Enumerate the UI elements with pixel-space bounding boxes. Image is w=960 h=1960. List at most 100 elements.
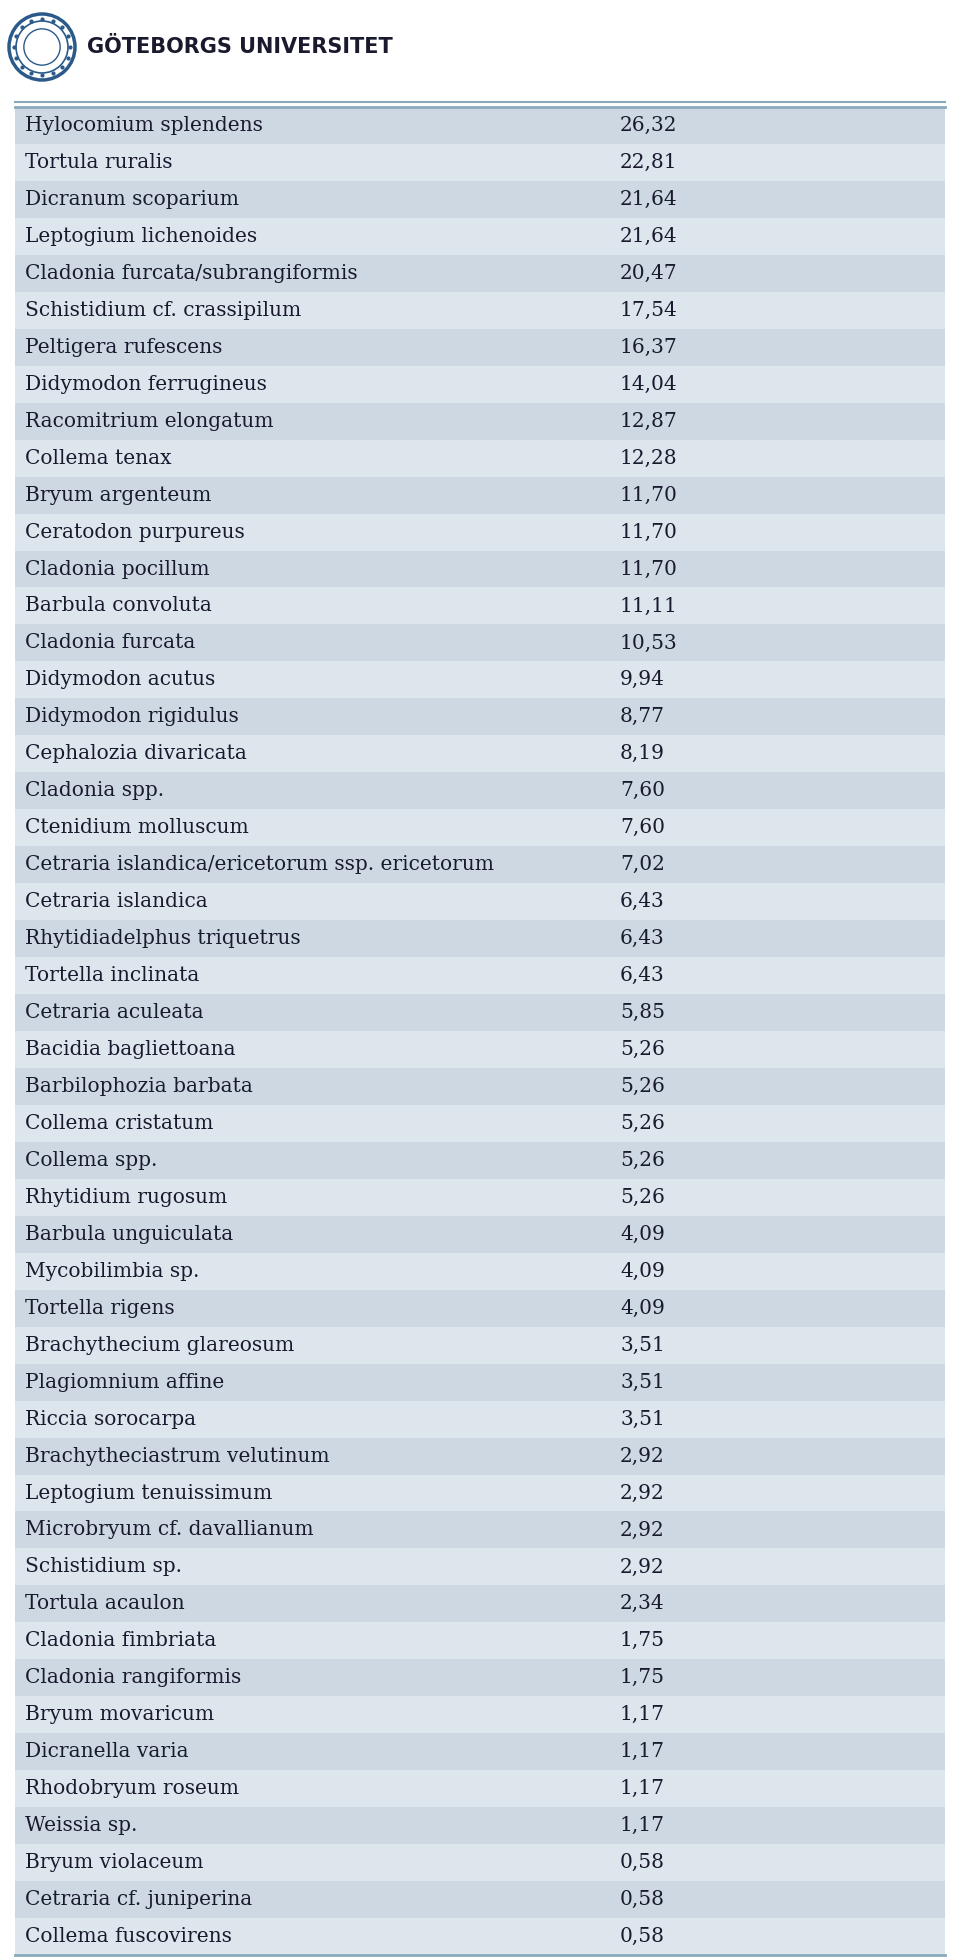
Bar [15, 919, 945, 956]
Text: 3,51: 3,51 [620, 1335, 665, 1354]
Text: 21,64: 21,64 [620, 227, 678, 245]
Text: 8,19: 8,19 [620, 745, 665, 762]
Bar [15, 367, 945, 402]
Bar [15, 772, 945, 809]
Bar [15, 1623, 945, 1660]
Bar [15, 218, 945, 255]
Text: 1,17: 1,17 [620, 1817, 665, 1835]
Bar [15, 1031, 945, 1068]
Text: 11,70: 11,70 [620, 486, 678, 504]
Text: 0,58: 0,58 [620, 1852, 665, 1872]
Text: 17,54: 17,54 [620, 300, 678, 319]
Bar [15, 1548, 945, 1586]
Bar [15, 1437, 945, 1474]
Text: Leptogium tenuissimum: Leptogium tenuissimum [25, 1484, 273, 1503]
Text: Leptogium lichenoides: Leptogium lichenoides [25, 227, 257, 245]
Text: Dicranum scoparium: Dicranum scoparium [25, 190, 239, 210]
Text: Rhodobryum roseum: Rhodobryum roseum [25, 1780, 239, 1797]
Text: 5,26: 5,26 [620, 1151, 665, 1170]
Text: 3,51: 3,51 [620, 1409, 665, 1429]
Bar [15, 1364, 945, 1401]
Bar [15, 809, 945, 847]
Text: 1,17: 1,17 [620, 1780, 665, 1797]
Bar [15, 1143, 945, 1178]
Text: 11,11: 11,11 [620, 596, 678, 615]
Text: Peltigera rufescens: Peltigera rufescens [25, 337, 223, 357]
Text: Bryum argenteum: Bryum argenteum [25, 486, 211, 504]
Text: Cladonia furcata/subrangiformis: Cladonia furcata/subrangiformis [25, 265, 358, 282]
Text: Racomitrium elongatum: Racomitrium elongatum [25, 412, 274, 431]
Bar [15, 551, 945, 588]
Bar [15, 1511, 945, 1548]
Bar [15, 1178, 945, 1215]
Text: 2,34: 2,34 [620, 1593, 664, 1613]
Bar [15, 255, 945, 292]
Bar [15, 329, 945, 367]
Text: 21,64: 21,64 [620, 190, 678, 210]
Bar [15, 1290, 945, 1327]
Bar [15, 514, 945, 551]
Text: 1,75: 1,75 [620, 1631, 665, 1650]
Text: Cladonia rangiformis: Cladonia rangiformis [25, 1668, 241, 1688]
Text: Brachytheciastrum velutinum: Brachytheciastrum velutinum [25, 1446, 329, 1466]
Text: 5,26: 5,26 [620, 1076, 665, 1096]
Bar [15, 625, 945, 661]
Text: 7,60: 7,60 [620, 782, 665, 800]
Bar [15, 1215, 945, 1252]
Text: 4,09: 4,09 [620, 1299, 665, 1317]
Text: 8,77: 8,77 [620, 708, 665, 727]
Text: 0,58: 0,58 [620, 1927, 665, 1946]
Bar [15, 108, 945, 143]
Bar [15, 1660, 945, 1695]
Text: Schistidium cf. crassipilum: Schistidium cf. crassipilum [25, 300, 301, 319]
Text: Cetraria cf. juniperina: Cetraria cf. juniperina [25, 1889, 252, 1909]
Text: 12,87: 12,87 [620, 412, 678, 431]
Bar [15, 588, 945, 625]
Bar [15, 1844, 945, 1882]
Text: 6,43: 6,43 [620, 966, 664, 986]
Text: 26,32: 26,32 [620, 116, 678, 135]
Text: Mycobilimbia sp.: Mycobilimbia sp. [25, 1262, 200, 1280]
Text: Ctenidium molluscum: Ctenidium molluscum [25, 817, 249, 837]
Bar [15, 1105, 945, 1143]
Bar [15, 292, 945, 329]
Text: Cetraria aculeata: Cetraria aculeata [25, 1004, 204, 1021]
Bar [15, 1733, 945, 1770]
Bar [15, 735, 945, 772]
Bar [15, 1327, 945, 1364]
Text: Riccia sorocarpa: Riccia sorocarpa [25, 1409, 196, 1429]
Bar [15, 1770, 945, 1807]
Text: Cladonia fimbriata: Cladonia fimbriata [25, 1631, 216, 1650]
Text: Plagiomnium affine: Plagiomnium affine [25, 1372, 225, 1392]
Text: Schistidium sp.: Schistidium sp. [25, 1558, 182, 1576]
Text: 7,02: 7,02 [620, 855, 665, 874]
Text: 5,26: 5,26 [620, 1113, 665, 1133]
Bar [15, 1807, 945, 1844]
Text: Cetraria islandica: Cetraria islandica [25, 892, 207, 911]
Text: Tortula ruralis: Tortula ruralis [25, 153, 173, 172]
Text: 3,51: 3,51 [620, 1372, 665, 1392]
Text: Cetraria islandica/ericetorum ssp. ericetorum: Cetraria islandica/ericetorum ssp. erice… [25, 855, 494, 874]
Bar [15, 402, 945, 439]
Text: Collema spp.: Collema spp. [25, 1151, 157, 1170]
Text: 0,58: 0,58 [620, 1889, 665, 1909]
Text: 16,37: 16,37 [620, 337, 678, 357]
Text: 11,70: 11,70 [620, 523, 678, 541]
Text: Bacidia bagliettoana: Bacidia bagliettoana [25, 1041, 235, 1058]
Text: Collema tenax: Collema tenax [25, 449, 172, 468]
Text: Tortula acaulon: Tortula acaulon [25, 1593, 184, 1613]
Bar [15, 1919, 945, 1954]
Text: 20,47: 20,47 [620, 265, 678, 282]
Text: 4,09: 4,09 [620, 1262, 665, 1280]
Bar [15, 1401, 945, 1437]
Text: Bryum movaricum: Bryum movaricum [25, 1705, 214, 1725]
Text: Didymodon acutus: Didymodon acutus [25, 670, 215, 690]
Text: Barbilophozia barbata: Barbilophozia barbata [25, 1076, 252, 1096]
Text: Didymodon rigidulus: Didymodon rigidulus [25, 708, 239, 727]
Bar [15, 956, 945, 994]
Text: Microbryum cf. davallianum: Microbryum cf. davallianum [25, 1521, 314, 1539]
Text: Cladonia pocillum: Cladonia pocillum [25, 559, 209, 578]
Text: Collema cristatum: Collema cristatum [25, 1113, 213, 1133]
Bar [15, 1474, 945, 1511]
Bar [15, 1586, 945, 1623]
